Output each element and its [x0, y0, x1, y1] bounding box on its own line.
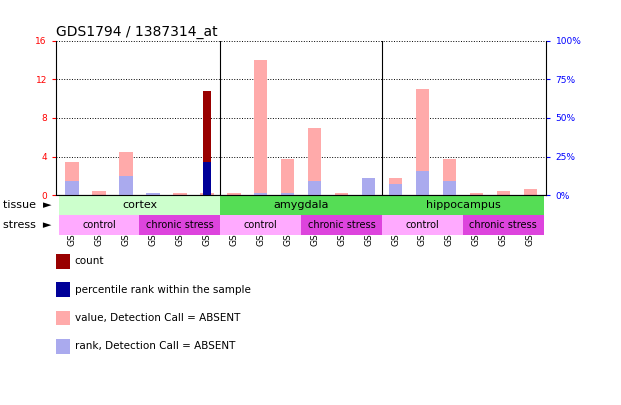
Bar	[382, 215, 463, 235]
Bar	[415, 171, 429, 196]
Bar	[382, 196, 544, 215]
Bar	[524, 189, 537, 196]
Bar	[146, 192, 160, 196]
Text: control: control	[82, 220, 116, 230]
Text: control: control	[406, 220, 440, 230]
Bar	[220, 196, 382, 215]
Text: stress  ►: stress ►	[3, 220, 52, 230]
Bar	[301, 215, 382, 235]
Bar	[119, 152, 133, 196]
Bar	[200, 192, 214, 196]
Bar	[93, 191, 106, 196]
Bar	[140, 215, 220, 235]
Text: value, Detection Call = ABSENT: value, Detection Call = ABSENT	[75, 313, 240, 323]
Bar	[65, 162, 79, 196]
Bar	[227, 192, 240, 196]
Bar	[308, 181, 322, 196]
Bar	[254, 192, 268, 196]
Bar	[58, 215, 140, 235]
Bar	[389, 184, 402, 196]
Bar	[220, 215, 301, 235]
Text: chronic stress: chronic stress	[469, 220, 537, 230]
Bar	[281, 159, 294, 196]
Bar	[58, 196, 220, 215]
Text: percentile rank within the sample: percentile rank within the sample	[75, 285, 250, 294]
Bar	[65, 181, 79, 196]
Bar	[463, 215, 544, 235]
Bar	[443, 181, 456, 196]
Bar	[469, 192, 483, 196]
Bar	[254, 60, 268, 196]
Bar	[203, 162, 211, 196]
Bar	[335, 192, 348, 196]
Text: chronic stress: chronic stress	[146, 220, 214, 230]
Bar	[362, 184, 375, 196]
Text: cortex: cortex	[122, 200, 157, 210]
Text: amygdala: amygdala	[273, 200, 329, 210]
Bar	[173, 192, 187, 196]
Text: chronic stress: chronic stress	[308, 220, 376, 230]
Text: count: count	[75, 256, 104, 266]
Text: hippocampus: hippocampus	[425, 200, 501, 210]
Bar	[146, 192, 160, 196]
Text: rank, Detection Call = ABSENT: rank, Detection Call = ABSENT	[75, 341, 235, 351]
Bar	[443, 159, 456, 196]
Bar	[497, 191, 510, 196]
Bar	[281, 192, 294, 196]
Text: GDS1794 / 1387314_at: GDS1794 / 1387314_at	[56, 26, 217, 39]
Bar	[415, 89, 429, 196]
Bar	[203, 91, 211, 196]
Bar	[389, 178, 402, 196]
Text: tissue  ►: tissue ►	[3, 200, 52, 210]
Bar	[119, 176, 133, 196]
Bar	[308, 128, 322, 196]
Text: control: control	[244, 220, 278, 230]
Bar	[362, 178, 375, 196]
